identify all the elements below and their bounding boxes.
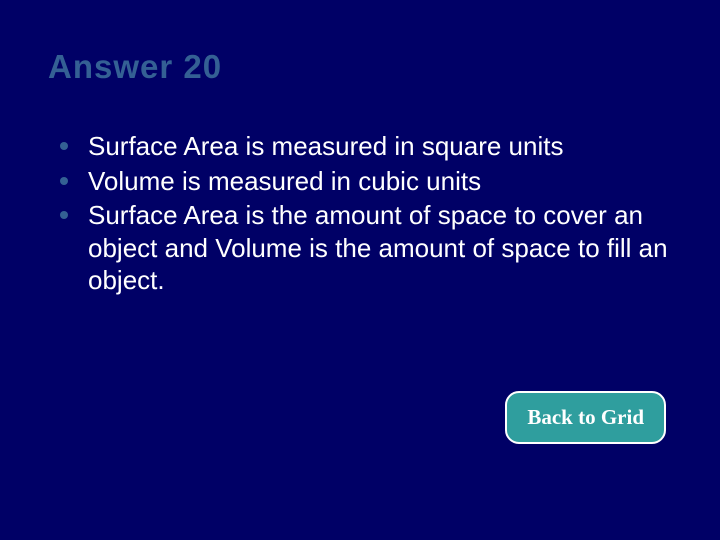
slide-title: Answer 20 [48, 48, 672, 86]
list-item: Volume is measured in cubic units [56, 165, 672, 198]
bullet-list: Surface Area is measured in square units… [48, 130, 672, 297]
back-to-grid-button[interactable]: Back to Grid [505, 391, 666, 444]
list-item: Surface Area is measured in square units [56, 130, 672, 163]
slide-container: Answer 20 Surface Area is measured in sq… [0, 0, 720, 540]
list-item: Surface Area is the amount of space to c… [56, 199, 672, 297]
